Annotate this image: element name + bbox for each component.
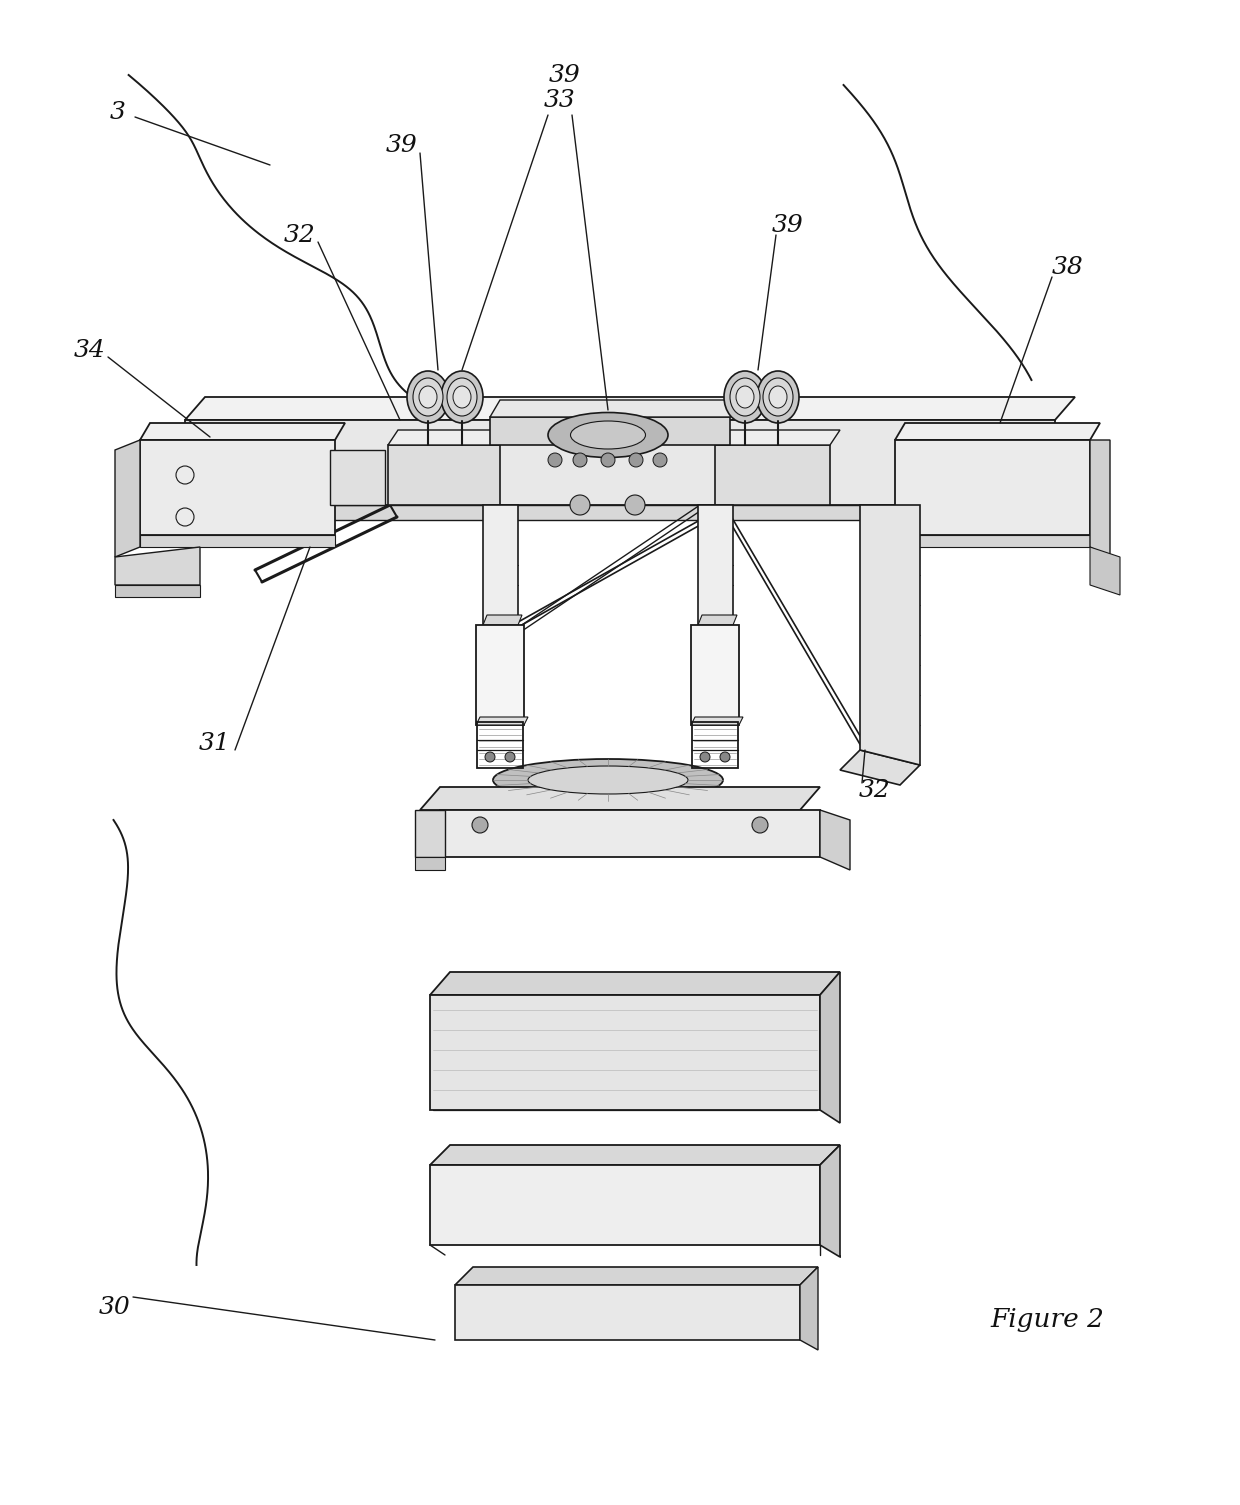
Text: 39: 39 xyxy=(773,214,804,236)
Text: 32: 32 xyxy=(284,224,316,247)
Polygon shape xyxy=(430,1145,839,1165)
Polygon shape xyxy=(691,716,743,725)
Polygon shape xyxy=(484,506,518,625)
Polygon shape xyxy=(715,445,830,506)
Ellipse shape xyxy=(528,766,688,795)
Polygon shape xyxy=(140,534,335,546)
Polygon shape xyxy=(820,972,839,1123)
Polygon shape xyxy=(484,616,522,625)
Polygon shape xyxy=(895,534,1090,546)
Polygon shape xyxy=(388,445,500,506)
Ellipse shape xyxy=(730,378,760,415)
Polygon shape xyxy=(800,1267,818,1350)
Circle shape xyxy=(573,453,587,467)
Polygon shape xyxy=(455,1285,800,1339)
Polygon shape xyxy=(140,439,335,534)
Circle shape xyxy=(601,453,615,467)
Text: 30: 30 xyxy=(99,1296,131,1318)
Text: 34: 34 xyxy=(74,339,105,361)
Polygon shape xyxy=(698,616,737,625)
Ellipse shape xyxy=(763,378,794,415)
Polygon shape xyxy=(455,1267,818,1285)
Polygon shape xyxy=(1090,439,1110,557)
Circle shape xyxy=(701,752,711,762)
Polygon shape xyxy=(476,625,525,725)
Polygon shape xyxy=(185,420,1055,506)
Ellipse shape xyxy=(494,759,723,801)
Ellipse shape xyxy=(724,372,766,423)
Ellipse shape xyxy=(453,385,471,408)
Polygon shape xyxy=(440,810,820,856)
Text: 33: 33 xyxy=(544,89,575,111)
Polygon shape xyxy=(490,400,740,417)
Polygon shape xyxy=(691,625,739,725)
Text: Figure 2: Figure 2 xyxy=(990,1308,1104,1332)
Ellipse shape xyxy=(419,385,436,408)
Text: 32: 32 xyxy=(859,778,890,802)
Polygon shape xyxy=(839,749,920,786)
Ellipse shape xyxy=(413,378,443,415)
Polygon shape xyxy=(715,430,839,445)
Ellipse shape xyxy=(570,421,646,448)
Polygon shape xyxy=(430,1165,820,1245)
Polygon shape xyxy=(330,450,384,506)
Polygon shape xyxy=(430,995,820,1111)
Ellipse shape xyxy=(407,372,449,423)
Polygon shape xyxy=(698,506,733,625)
Ellipse shape xyxy=(548,412,668,458)
Circle shape xyxy=(472,817,489,832)
Circle shape xyxy=(570,495,590,515)
Polygon shape xyxy=(895,439,1090,534)
Polygon shape xyxy=(476,716,528,725)
Circle shape xyxy=(653,453,667,467)
Ellipse shape xyxy=(769,385,787,408)
Circle shape xyxy=(548,453,562,467)
Polygon shape xyxy=(820,1145,839,1257)
Circle shape xyxy=(629,453,644,467)
Text: 3: 3 xyxy=(110,101,126,123)
Polygon shape xyxy=(115,546,200,585)
Polygon shape xyxy=(820,810,849,870)
Polygon shape xyxy=(185,397,1075,420)
Polygon shape xyxy=(185,506,1055,521)
Circle shape xyxy=(505,752,515,762)
Ellipse shape xyxy=(737,385,754,408)
Text: 39: 39 xyxy=(549,63,580,86)
Polygon shape xyxy=(388,430,510,445)
Circle shape xyxy=(485,752,495,762)
Polygon shape xyxy=(1090,546,1120,594)
Text: 31: 31 xyxy=(200,731,231,754)
Polygon shape xyxy=(420,787,820,810)
Polygon shape xyxy=(490,417,730,445)
Circle shape xyxy=(625,495,645,515)
Text: 39: 39 xyxy=(386,134,418,157)
Ellipse shape xyxy=(446,378,477,415)
Polygon shape xyxy=(895,423,1100,439)
Polygon shape xyxy=(415,856,445,870)
Polygon shape xyxy=(415,810,445,856)
Polygon shape xyxy=(115,585,200,597)
Circle shape xyxy=(720,752,730,762)
Circle shape xyxy=(751,817,768,832)
Polygon shape xyxy=(115,439,140,557)
Ellipse shape xyxy=(756,372,799,423)
Polygon shape xyxy=(861,506,920,765)
Polygon shape xyxy=(140,423,345,439)
Text: 38: 38 xyxy=(1052,256,1084,278)
Polygon shape xyxy=(430,972,839,995)
Ellipse shape xyxy=(441,372,484,423)
